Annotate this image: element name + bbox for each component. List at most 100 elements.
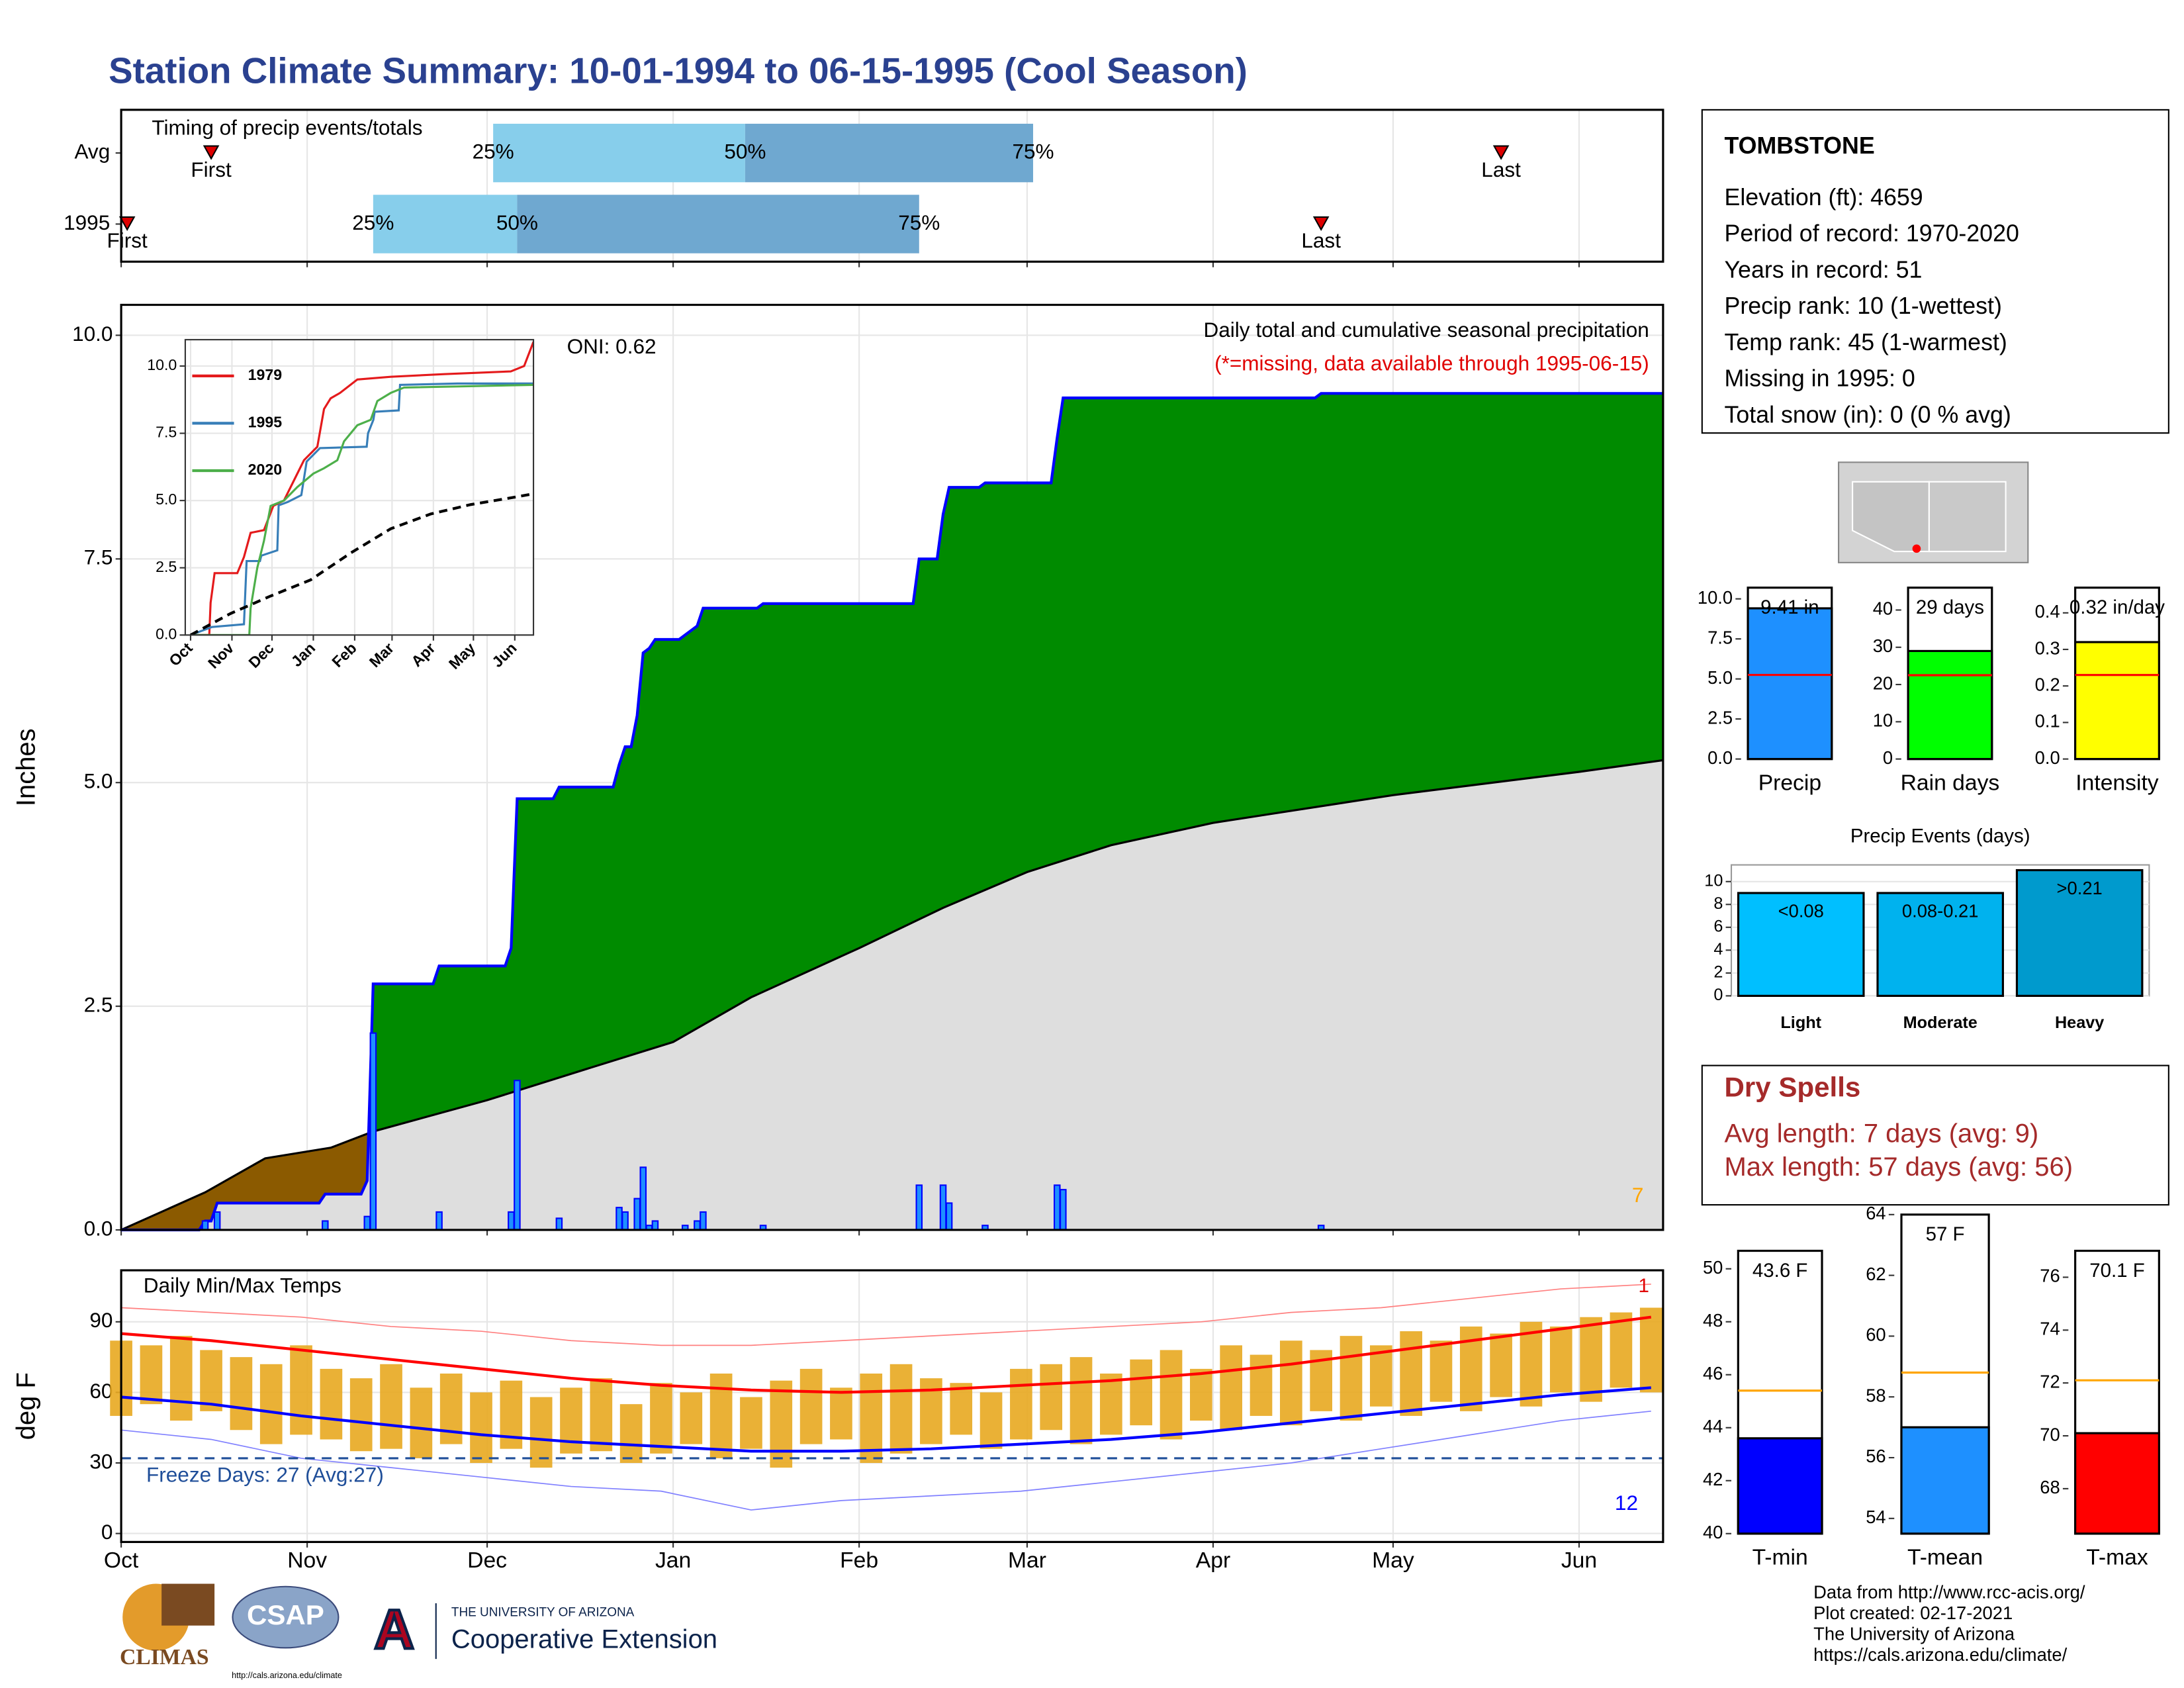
annotation: 7 [1632, 1183, 1644, 1207]
y-tick-label: 0.2 [2035, 674, 2060, 694]
y-tick-label: 2.5 [1707, 707, 1733, 727]
y-tick-label: 0 [101, 1520, 113, 1544]
category-label: Precip [1758, 771, 1821, 795]
value-label: >0.21 [2057, 878, 2103, 898]
y-tick-label: 10.0 [1698, 587, 1733, 608]
temp-range-bar [1340, 1336, 1363, 1421]
category-label: Light [1780, 1013, 1821, 1032]
timing-bar [493, 123, 745, 183]
bar [1876, 892, 2004, 997]
category-label: 1995 [64, 211, 110, 234]
y-tick-label: 60 [1866, 1325, 1886, 1345]
marker-label: Last [1301, 228, 1341, 252]
locator-map [1838, 461, 2029, 563]
temp-range-bar [1220, 1345, 1243, 1430]
timing-bar [745, 123, 1034, 183]
plot-border [120, 303, 1664, 1231]
y-tick-label: 5.0 [156, 491, 177, 508]
cumulative-line [121, 392, 1663, 1232]
bar [1907, 649, 1993, 761]
footer-line: https://cals.arizona.edu/climate/ [1813, 1644, 2067, 1665]
daily-bar [615, 1207, 623, 1231]
csap-logo: CSAP [247, 1599, 324, 1630]
y-tick-label: 72 [2040, 1371, 2060, 1391]
y-tick-label: 0.3 [2035, 637, 2060, 658]
temp-range-bar [830, 1387, 852, 1440]
daily-bar [1054, 1184, 1061, 1231]
temp-range-bar [1580, 1317, 1602, 1402]
y-tick-label: 68 [2040, 1477, 2060, 1497]
ua-logo: A [374, 1599, 414, 1661]
value-label: 43.6 F [1752, 1260, 1808, 1282]
page-title: Station Climate Summary: 10-01-1994 to 0… [109, 50, 1248, 91]
ua-name: THE UNIVERSITY OF ARIZONA [451, 1606, 635, 1620]
daily-bar [639, 1166, 647, 1231]
bar [1737, 1437, 1823, 1535]
temp-range-bar [1610, 1312, 1633, 1388]
series-line [190, 383, 534, 635]
y-tick-label: 0.0 [1707, 747, 1733, 768]
daily-bar [945, 1202, 953, 1231]
temp-range-bar [650, 1383, 672, 1454]
timing-marker [118, 216, 136, 232]
map-state [1852, 481, 1930, 553]
daily-bar [694, 1220, 701, 1231]
y-tick-label: 2.5 [156, 558, 177, 575]
footer-line: Plot created: 02-17-2021 [1813, 1603, 2013, 1623]
timing-marker [1492, 145, 1510, 160]
value-label: 70.1 F [2089, 1260, 2145, 1282]
chart-title: Precip Events (days) [1850, 825, 2030, 847]
daily-bar [514, 1080, 521, 1231]
y-tick-label: 10.0 [72, 322, 113, 346]
plot-border [120, 109, 1664, 263]
plot-background [185, 340, 534, 635]
y-tick-label: 0.1 [2035, 711, 2060, 731]
legend-label: 1995 [248, 414, 283, 431]
plot-border [120, 1269, 1664, 1543]
value-label: 29 days [1916, 596, 1984, 618]
temp-range-bar [529, 1397, 553, 1468]
temp-range-bar [560, 1387, 582, 1454]
station-name: TOMBSTONE [1724, 132, 1874, 159]
y-tick-label: 30 [1873, 635, 1893, 656]
temp-range-bar [709, 1373, 733, 1458]
daily-bar [915, 1184, 923, 1231]
y-tick-label: 50 [1703, 1257, 1723, 1278]
y-tick-label: 74 [2040, 1319, 2060, 1339]
y-tick-label: 4 [1713, 940, 1723, 959]
temp-range-bar [290, 1345, 312, 1435]
x-tick-label: Feb [840, 1548, 878, 1573]
daily-bar [369, 1032, 377, 1231]
plot-border [184, 339, 535, 636]
y-tick-label: 90 [89, 1308, 113, 1332]
area-normal [121, 760, 1663, 1230]
quartile-label: 50% [724, 139, 766, 163]
dry-spells-frame [1701, 1064, 2169, 1206]
category-label: T-min [1752, 1546, 1808, 1570]
bar [1747, 607, 1833, 761]
map-state [1928, 481, 2007, 553]
x-tick-label: Jan [655, 1548, 691, 1573]
temp-range-bar [1549, 1326, 1572, 1393]
temp-range-bar [259, 1364, 283, 1444]
marker-label: First [191, 158, 232, 181]
temp-range-bar [410, 1387, 433, 1458]
legend-label: 2020 [248, 461, 282, 478]
chart-title: Timing of precip events/totals [152, 116, 422, 140]
y-tick-label: 56 [1866, 1446, 1886, 1466]
temp-range-bar [230, 1357, 253, 1430]
y-tick-label: 58 [1866, 1385, 1886, 1405]
chart-subtitle: (*=missing, data available through 1995-… [1214, 351, 1649, 375]
temp-range-bar [920, 1378, 942, 1444]
station-line: Elevation (ft): 4659 [1724, 184, 1923, 211]
chart-title: Daily Min/Max Temps [144, 1274, 341, 1297]
y-tick-label: 10.0 [147, 356, 177, 373]
daily-bar [363, 1215, 371, 1231]
x-tick-label: Jun [1561, 1548, 1597, 1573]
footer-line: The University of Arizona [1813, 1624, 2015, 1644]
csap-url: http://cals.arizona.edu/climate [232, 1671, 342, 1680]
annotation: 1 [1638, 1275, 1649, 1297]
series-line [190, 382, 534, 635]
series-line [190, 341, 534, 635]
annotation: ONI: 0.62 [567, 334, 657, 358]
